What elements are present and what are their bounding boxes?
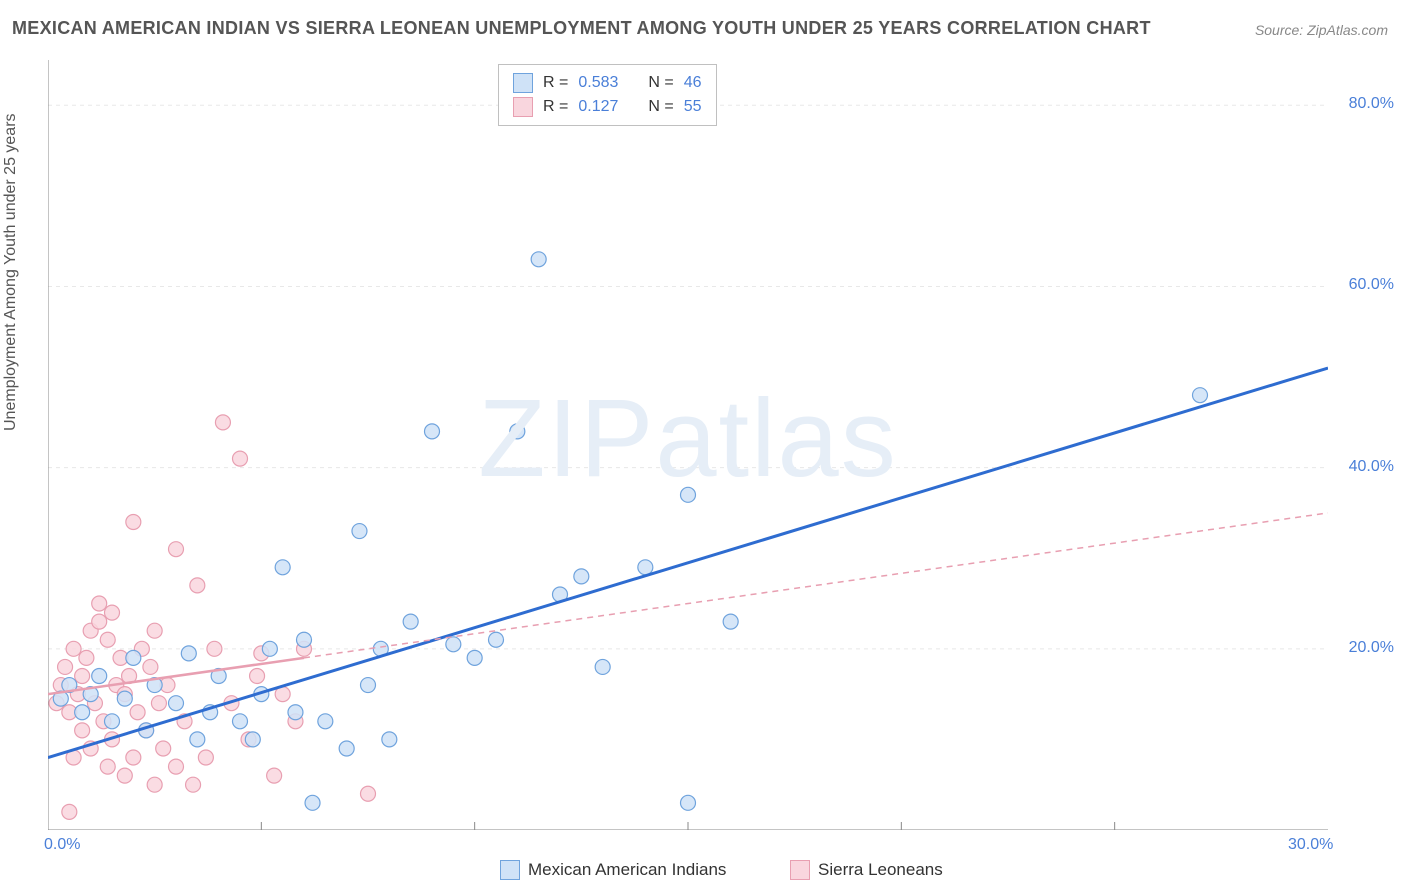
legend-swatch-icon (500, 860, 520, 880)
n-label: N = (648, 95, 673, 119)
r-label: R = (543, 95, 568, 119)
legend-swatch-icon (790, 860, 810, 880)
stat-row: R = 0.127 N = 55 (513, 95, 702, 119)
source-label: Source: ZipAtlas.com (1255, 22, 1388, 38)
r-value: 0.583 (578, 71, 618, 95)
legend-item: Sierra Leoneans (790, 860, 943, 880)
series-swatch-icon (513, 73, 533, 93)
n-value: 46 (684, 71, 702, 95)
y-tick-label: 80.0% (1349, 95, 1394, 113)
legend-label: Mexican American Indians (528, 860, 726, 880)
stat-row: R = 0.583 N = 46 (513, 71, 702, 95)
legend-item: Mexican American Indians (500, 860, 726, 880)
series-swatch-icon (513, 97, 533, 117)
chart-title: MEXICAN AMERICAN INDIAN VS SIERRA LEONEA… (12, 18, 1151, 39)
x-tick-label: 0.0% (44, 836, 80, 854)
chart-container: MEXICAN AMERICAN INDIAN VS SIERRA LEONEA… (0, 0, 1406, 892)
x-tick-label: 30.0% (1288, 836, 1333, 854)
r-value: 0.127 (578, 95, 618, 119)
plot-area: ZIPatlas (48, 60, 1328, 830)
scatter-svg (48, 60, 1328, 830)
correlation-stats-box: R = 0.583 N = 46 R = 0.127 N = 55 (498, 64, 717, 126)
n-value: 55 (684, 95, 702, 119)
y-tick-label: 60.0% (1349, 276, 1394, 294)
legend-label: Sierra Leoneans (818, 860, 943, 880)
y-tick-label: 20.0% (1349, 639, 1394, 657)
y-axis-label: Unemployment Among Youth under 25 years (2, 113, 20, 431)
r-label: R = (543, 71, 568, 95)
y-tick-label: 40.0% (1349, 458, 1394, 476)
n-label: N = (648, 71, 673, 95)
